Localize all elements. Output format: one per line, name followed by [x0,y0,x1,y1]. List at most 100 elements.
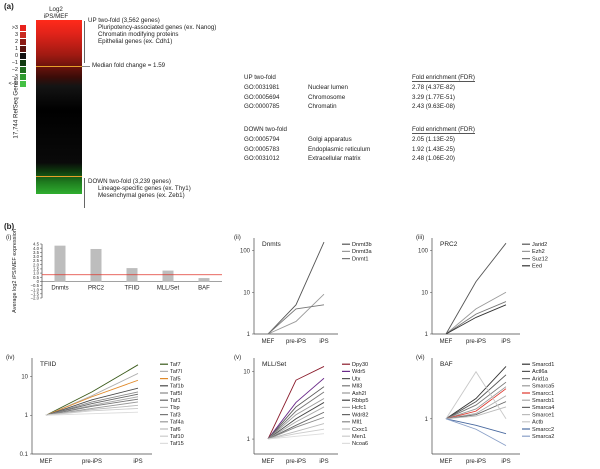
chart-title: PRC2 [440,241,458,248]
legend-label: Taf15 [170,441,184,447]
legend-label: Taf7l [170,369,182,375]
bar [54,245,66,282]
go-term-id: GO:0031981 [244,84,280,91]
chart-title: TFIID [40,361,57,368]
series-line [445,301,507,335]
go-term-id: GO:0005783 [244,145,280,153]
legend-label: Utx [352,376,361,382]
legend-label: Jarid2 [532,242,547,248]
go-up-header: UP two-fold [244,74,276,81]
scale-swatch [20,73,26,80]
go-term-id: GO:0000785 [244,103,280,110]
scale-row: 3 [4,31,34,38]
up-item: Epithelial genes (ex. Cdh1) [98,38,173,46]
series-line [45,387,139,416]
y-tick-label: 100 [240,249,251,255]
series-line [267,398,325,440]
scale-swatch [20,31,26,38]
series-line [267,293,325,335]
legend-label: Ash2l [352,391,366,397]
legend-label: Taf6 [170,427,181,433]
legend-label: Smarcc1 [532,391,554,397]
x-tick-label: MEF [262,459,275,465]
y-tick-label: 1 [25,413,29,419]
series-line [267,304,325,335]
legend-label: Wdr5 [352,369,365,375]
x-tick-label: iPS [501,339,510,345]
series-line [445,370,507,420]
y-tick-label: 1 [425,332,429,338]
go-term-id: GO:0031012 [244,155,280,162]
heatmap-down-line [36,176,82,177]
scale-swatch [20,66,26,73]
subpanel-label-iii: (iii) [416,234,425,241]
series-line [267,423,325,440]
series-line [445,406,507,420]
subpanel-label-vi: (vi) [416,354,425,361]
x-category-label: TFIID [125,285,141,291]
scale-row: 0 [4,52,34,59]
legend-label: Taf1 [170,398,181,404]
legend-label: Dnmt3b [352,242,372,248]
heatmap-color-scale: >3 3 2 1 0 −1 −2 −3 <−3 [4,24,34,87]
legend-label: Ncoa6 [352,441,368,447]
y-tick-label: 4.0 [33,246,40,251]
scale-row: −3 [4,73,34,80]
series-line [267,241,325,335]
y-tick-label: 1 [247,332,251,338]
x-category-label: PRC2 [88,285,105,291]
y-tick-label: 3.0 [33,254,40,259]
series-line [45,411,139,416]
panel-b-label: (b) [4,222,15,231]
legend-label: Actb [532,420,543,426]
series-line [267,433,325,440]
legend-label: Smarcc2 [532,427,554,433]
scale-swatch [20,52,26,59]
y-tick-label: 1 [425,417,429,423]
panel-a-label: (a) [4,2,14,11]
scale-label: <−3 [8,80,18,87]
series-line [45,407,139,416]
scale-label: 0 [14,52,18,59]
legend-label: Smarca2 [532,434,554,440]
go-down-header: DOWN two-fold [244,126,287,133]
scale-label: 3 [14,31,18,38]
legend-label: Smarca4 [532,405,554,411]
legend-label: Smarca5 [532,384,554,390]
legend-label: Ezh2 [532,249,545,255]
legend-label: Taf4a [170,420,185,426]
series-line [445,386,507,420]
scale-row: >3 [4,24,34,31]
bar [162,270,174,282]
x-category-label: BAF [198,285,210,291]
heatmap-header: Log2 iPS/MEF [36,6,76,20]
down-annotation: DOWN two-fold (3,239 genes) Lineage-spec… [88,178,191,199]
go-term-name: Extracellular matrix [308,155,361,162]
series-line [267,411,325,440]
x-tick-label: iPS [319,459,328,465]
series-line [445,242,507,335]
series-line [45,379,139,416]
y-tick-label: 1 [247,437,251,443]
legend-label: Suz12 [532,256,548,262]
scale-swatch [20,45,26,52]
series-line [267,366,325,440]
series-line [445,418,507,446]
x-tick-label: pre-iPS [466,339,486,345]
go-term-name: Golgi apparatus [308,136,352,143]
scale-row: 1 [4,45,34,52]
series-line [445,291,507,335]
go-term-id: GO:0005794 [244,136,280,143]
x-tick-label: iPS [501,459,510,465]
go-term-id: GO:0005694 [244,93,280,101]
y-tick-label: 1.0 [33,271,40,276]
x-tick-label: pre-iPS [286,339,306,345]
series-line [267,402,325,440]
legend-label: Actl6a [532,369,548,375]
legend-label: Dnmt1 [352,256,368,262]
x-tick-label: iPS [319,339,328,345]
scale-row: <−3 [4,80,34,87]
x-tick-label: pre-iPS [286,459,306,465]
legend-label: Wdr82 [352,412,368,418]
